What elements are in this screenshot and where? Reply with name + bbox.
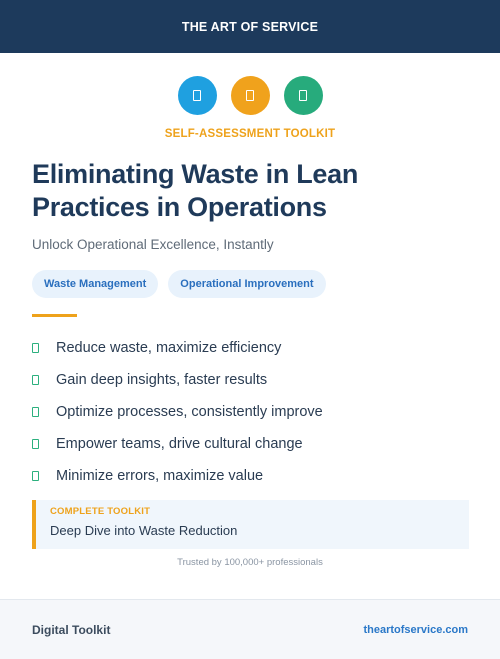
- document-icon: [246, 90, 254, 101]
- icon-row: [0, 76, 500, 115]
- benefit-text: Reduce waste, maximize efficiency: [56, 340, 282, 356]
- document-icon-orange: [230, 76, 270, 115]
- check-icon: [32, 407, 39, 417]
- document-icon: [193, 90, 201, 101]
- check-icon: [32, 375, 39, 385]
- eyebrow-label: SELF-ASSESSMENT TOOLKIT: [164, 128, 336, 140]
- tag-list: Waste Management Operational Improvement: [32, 270, 326, 298]
- header-bar: THE ART OF SERVICE: [0, 0, 500, 53]
- tag-operational-improvement: Operational Improvement: [168, 270, 326, 298]
- benefit-item: Minimize errors, maximize value: [32, 460, 323, 492]
- benefit-list: Reduce waste, maximize efficiency Gain d…: [32, 332, 323, 492]
- callout-text: Deep Dive into Waste Reduction: [50, 523, 238, 538]
- benefit-text: Empower teams, drive cultural change: [56, 436, 303, 452]
- benefit-text: Minimize errors, maximize value: [56, 468, 264, 484]
- check-icon: [32, 343, 39, 353]
- benefit-item: Gain deep insights, faster results: [32, 364, 323, 396]
- brand-title: THE ART OF SERVICE: [181, 19, 319, 34]
- benefit-item: Optimize processes, consistently improve: [32, 396, 323, 428]
- website-link[interactable]: theartofservice.com: [363, 623, 468, 636]
- footer-label: Digital Toolkit: [32, 622, 111, 637]
- trust-note: Trusted by 100,000+ professionals: [177, 557, 323, 568]
- check-icon: [32, 471, 39, 481]
- toolkit-callout: COMPLETE TOOLKIT Deep Dive into Waste Re…: [32, 500, 469, 549]
- benefit-text: Optimize processes, consistently improve: [56, 404, 323, 420]
- check-icon: [32, 439, 39, 449]
- subtitle: Unlock Operational Excellence, Instantly: [32, 237, 274, 252]
- benefit-item: Empower teams, drive cultural change: [32, 428, 323, 460]
- tag-waste-management: Waste Management: [32, 270, 159, 298]
- document-icon-blue: [177, 76, 217, 115]
- footer: Digital Toolkit theartofservice.com: [0, 599, 500, 659]
- document-icon: [299, 90, 307, 101]
- accent-divider: [32, 314, 77, 317]
- callout-label: COMPLETE TOOLKIT: [50, 506, 151, 517]
- page-title: Eliminating Waste in Lean Practices in O…: [32, 159, 359, 222]
- document-icon-green: [283, 76, 323, 115]
- benefit-item: Reduce waste, maximize efficiency: [32, 332, 323, 364]
- benefit-text: Gain deep insights, faster results: [56, 372, 268, 388]
